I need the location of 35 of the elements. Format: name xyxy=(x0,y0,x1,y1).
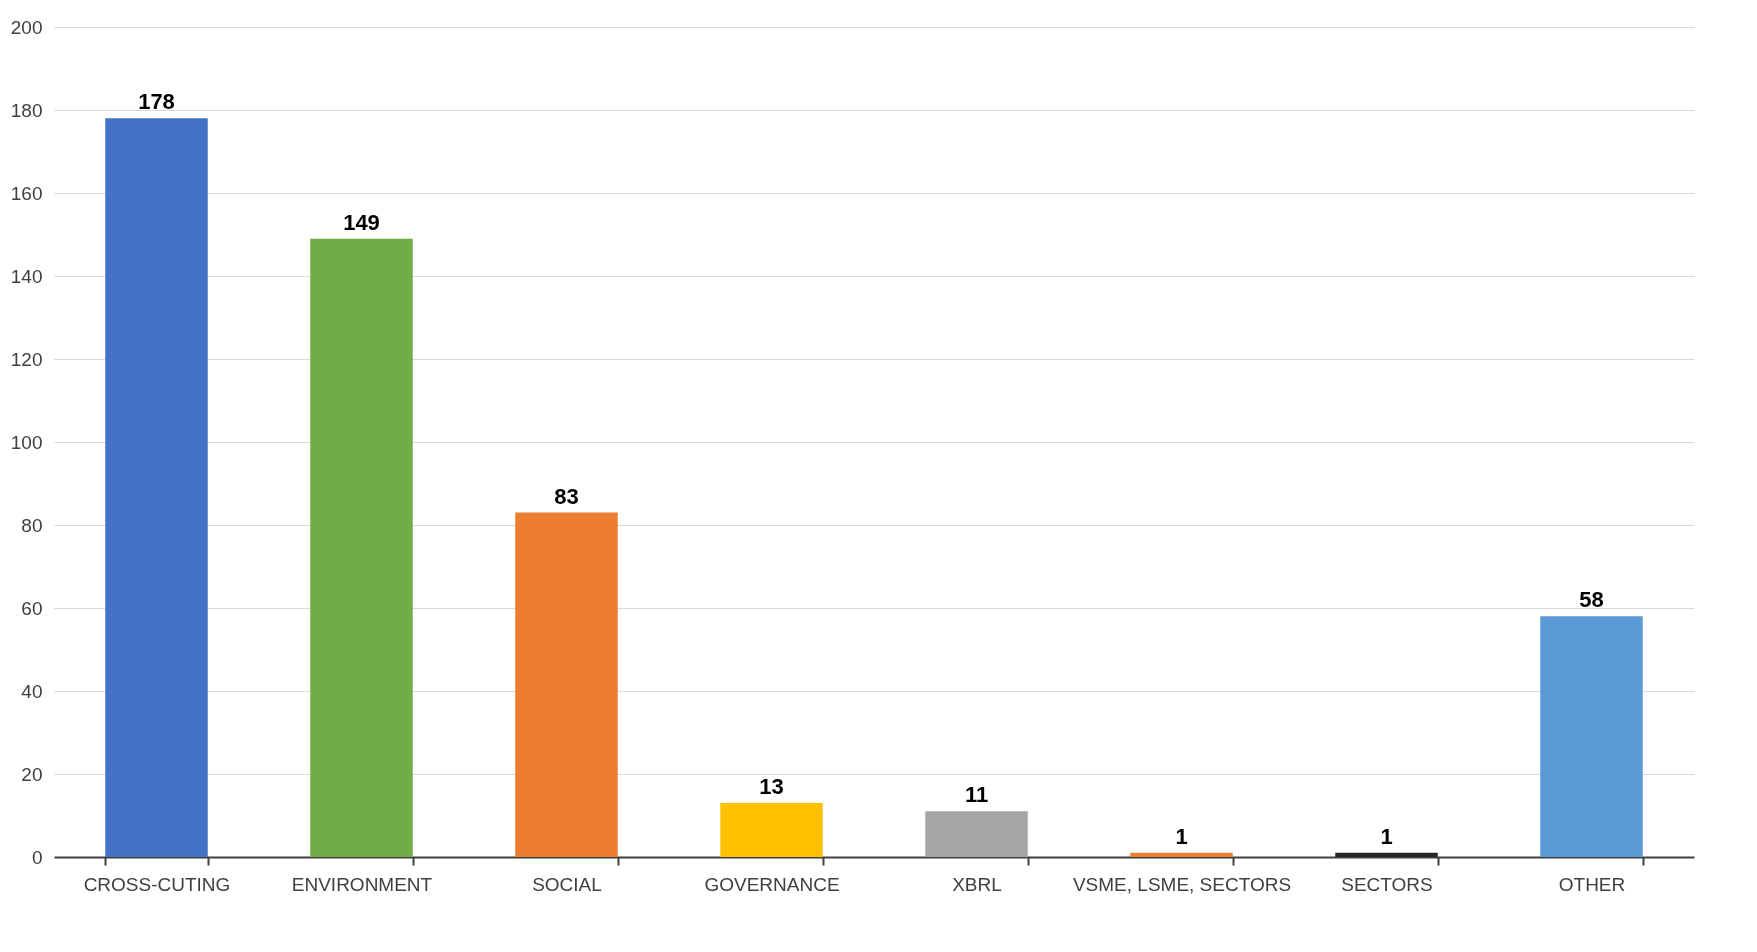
bar xyxy=(1540,616,1643,857)
y-tick-label: 160 xyxy=(10,182,43,204)
x-tick-label: VSME, LSME, SECTORS xyxy=(1072,873,1292,895)
x-tick-label: XBRL xyxy=(952,873,1002,895)
bar xyxy=(1130,852,1233,857)
x-tick-label: ENVIRONMENT xyxy=(291,873,433,895)
data-label: 58 xyxy=(1579,587,1604,613)
x-tick-label: SOCIAL xyxy=(532,873,602,895)
x-tick-label: GOVERNANCE xyxy=(704,873,840,895)
y-tick-label: 140 xyxy=(10,265,43,287)
y-tick-label: 20 xyxy=(21,763,43,785)
bar xyxy=(310,238,413,857)
data-label: 178 xyxy=(138,89,175,115)
x-tick-label: SECTORS xyxy=(1341,873,1433,895)
bar xyxy=(720,803,823,857)
data-label: 149 xyxy=(343,209,380,235)
data-label: 1 xyxy=(1380,823,1393,849)
y-tick-label: 80 xyxy=(21,514,43,536)
data-label: 83 xyxy=(554,483,579,509)
x-tick-label: CROSS-CUTING xyxy=(83,873,231,895)
y-tick-label: 120 xyxy=(10,348,43,370)
bar xyxy=(925,811,1028,857)
data-label: 13 xyxy=(759,774,784,800)
y-tick-label: 40 xyxy=(21,680,43,702)
x-tick-label: OTHER xyxy=(1558,873,1626,895)
bar xyxy=(515,512,618,857)
y-tick-label: 60 xyxy=(21,597,43,619)
y-tick-label: 0 xyxy=(31,846,43,868)
bar xyxy=(105,118,208,857)
y-tick-label: 100 xyxy=(10,431,43,453)
data-label: 1 xyxy=(1175,823,1188,849)
y-tick-label: 180 xyxy=(10,99,43,121)
data-label: 11 xyxy=(964,782,989,808)
y-tick-label: 200 xyxy=(10,16,43,38)
bar xyxy=(1335,852,1438,857)
